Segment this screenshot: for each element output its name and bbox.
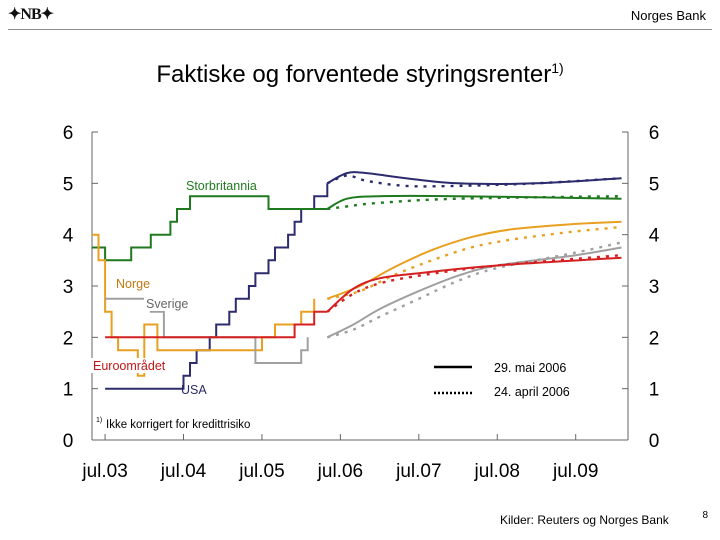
footnote: 1) Ikke korrigert for kredittrisiko xyxy=(96,417,250,431)
line-actual-storbritannia xyxy=(92,195,328,262)
legend-label-solid: 29. mai 2006 xyxy=(494,361,566,375)
title-footnote-marker: 1) xyxy=(551,60,564,76)
series-label-storbritannia: Storbritannia xyxy=(186,179,257,193)
legend-label-dotted: 24. april 2006 xyxy=(494,385,570,399)
y-tick-label-right-0: 0 xyxy=(649,431,660,452)
y-tick-label-left-5: 5 xyxy=(63,174,74,195)
chart-axes: 0 1 2 3 4 5 6 0 1 2 3 4 5 6 jul.03 jul.04 jul.05 jul.06 ju… xyxy=(63,123,660,482)
y-tick-label-right-6: 6 xyxy=(649,123,660,144)
norges-bank-logo: ✦NB✦ xyxy=(8,6,54,23)
x-tick-label-jul.05: jul.05 xyxy=(238,461,284,482)
line-forecast-solid-usa xyxy=(326,171,622,185)
line-actual-euroomrdet xyxy=(105,310,328,339)
y-tick-label-left-3: 3 xyxy=(63,277,74,298)
source-note: Kilder: Reuters og Norges Bank xyxy=(500,513,669,527)
series-label-usa: USA xyxy=(181,383,207,397)
series-label-euroomrdet: Euroområdet xyxy=(93,359,166,373)
y-tick-label-right-2: 2 xyxy=(649,328,660,349)
line-forecast-solid-sverige xyxy=(326,246,622,339)
x-tick-label-jul.04: jul.04 xyxy=(160,461,207,482)
header-divider xyxy=(8,29,712,30)
chart-series xyxy=(92,171,622,390)
series-euroomrdet xyxy=(105,254,622,339)
line-forecast-dotted-sverige xyxy=(326,241,622,339)
series-storbritannia xyxy=(92,194,622,262)
line-actual-norge xyxy=(92,233,316,377)
x-tick-label-jul.07: jul.07 xyxy=(395,461,441,482)
y-tick-label-left-0: 0 xyxy=(63,431,74,452)
x-tick-label-jul.03: jul.03 xyxy=(81,461,127,482)
line-forecast-dotted-euroomrdet xyxy=(326,254,622,313)
page-number: 8 xyxy=(702,510,708,521)
x-tick-label-jul.08: jul.08 xyxy=(474,461,520,482)
y-tick-label-left-4: 4 xyxy=(63,226,74,247)
series-label-bg-euroomrdet xyxy=(91,358,175,373)
line-forecast-dotted-norge xyxy=(327,225,622,300)
line-forecast-dotted-storbritannia xyxy=(327,195,622,211)
y-tick-label-left-2: 2 xyxy=(63,328,74,349)
footnote-marker: 1) xyxy=(96,417,102,424)
organization-name: Norges Bank xyxy=(630,8,706,23)
series-label-bg-sverige xyxy=(144,296,199,311)
series-label-norge: Norge xyxy=(116,277,150,291)
legend: 29. mai 2006 24. april 2006 xyxy=(434,361,570,399)
slide-title-text: Faktiske og forventede styringsrenter xyxy=(156,61,552,88)
series-label-sverige: Sverige xyxy=(146,297,188,311)
series-label-bg-norge xyxy=(114,276,154,291)
y-tick-label-right-4: 4 xyxy=(649,226,660,247)
y-tick-label-left-1: 1 xyxy=(63,380,74,401)
line-forecast-solid-storbritannia xyxy=(326,194,622,210)
line-forecast-solid-euroomrdet xyxy=(326,256,622,313)
line-actual-usa xyxy=(105,183,329,390)
x-tick-label-jul.06: jul.06 xyxy=(317,461,363,482)
logo-text: NB xyxy=(20,6,41,23)
line-actual-sverige xyxy=(105,297,309,364)
y-tick-label-right-5: 5 xyxy=(649,174,660,195)
footnote-text: Ikke korrigert for kredittrisiko xyxy=(106,419,250,431)
chart-labels: USA Storbritannia Norge Sverige Euroområdet 2… xyxy=(91,179,570,431)
y-tick-label-right-1: 1 xyxy=(649,380,660,401)
slide-title: Faktiske og forventede styringsrenter1) xyxy=(0,60,720,89)
y-tick-label-right-3: 3 xyxy=(649,277,660,298)
y-tick-label-left-6: 6 xyxy=(63,123,74,144)
series-usa xyxy=(105,171,622,390)
x-tick-label-jul.09: jul.09 xyxy=(552,461,598,482)
